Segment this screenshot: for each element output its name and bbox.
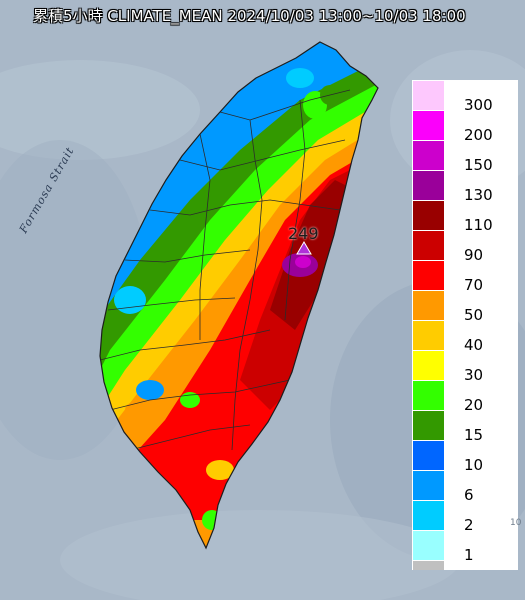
legend-label: 15: [464, 426, 484, 444]
legend-swatch: [413, 350, 444, 380]
legend-label: 50: [464, 306, 484, 324]
legend-swatch: [413, 140, 444, 170]
legend-label: 90: [464, 246, 484, 264]
legend-swatch: [413, 170, 444, 200]
legend-swatch: [413, 440, 444, 470]
legend-swatch: [413, 470, 444, 500]
rainfall-field: [100, 42, 378, 548]
map-title: 累積5小時 CLIMATE_MEAN 2024/10/03 13:00~10/0…: [33, 7, 466, 25]
legend-swatch: [413, 320, 444, 350]
legend-label: 20: [464, 396, 484, 414]
legend-label: 150: [464, 156, 493, 174]
max-rainfall-label: 249: [288, 224, 319, 243]
legend-label: 130: [464, 186, 493, 204]
legend-label: 200: [464, 126, 493, 144]
legend-label: 10: [464, 456, 484, 474]
legend-swatch: [413, 110, 444, 140]
legend-label: 2: [464, 516, 474, 534]
color-legend: 300 200 150 130 110 90 70 50 40 30 20 15 10 6 2 1: [412, 80, 518, 570]
legend-swatch: [413, 410, 444, 440]
coastline: [99, 41, 379, 550]
legend-label: 40: [464, 336, 484, 354]
legend-swatch: [413, 260, 444, 290]
legend-label: 70: [464, 276, 484, 294]
legend-swatch: [413, 230, 444, 260]
legend-label: 30: [464, 366, 484, 384]
legend-label: 6: [464, 486, 474, 504]
legend-label: 110: [464, 216, 493, 234]
legend-swatch: [413, 290, 444, 320]
legend-swatch: [413, 500, 444, 530]
legend-swatch: [413, 80, 444, 110]
county-boundaries: [100, 89, 351, 451]
legend-label: 1: [464, 546, 474, 564]
legend-swatch: [413, 530, 444, 560]
legend-swatch-no-data: [413, 560, 444, 570]
max-triangle-icon: [296, 241, 312, 255]
legend-swatch: [413, 380, 444, 410]
edge-number: 10: [510, 518, 522, 528]
legend-swatch: [413, 200, 444, 230]
legend-label: 300: [464, 96, 493, 114]
